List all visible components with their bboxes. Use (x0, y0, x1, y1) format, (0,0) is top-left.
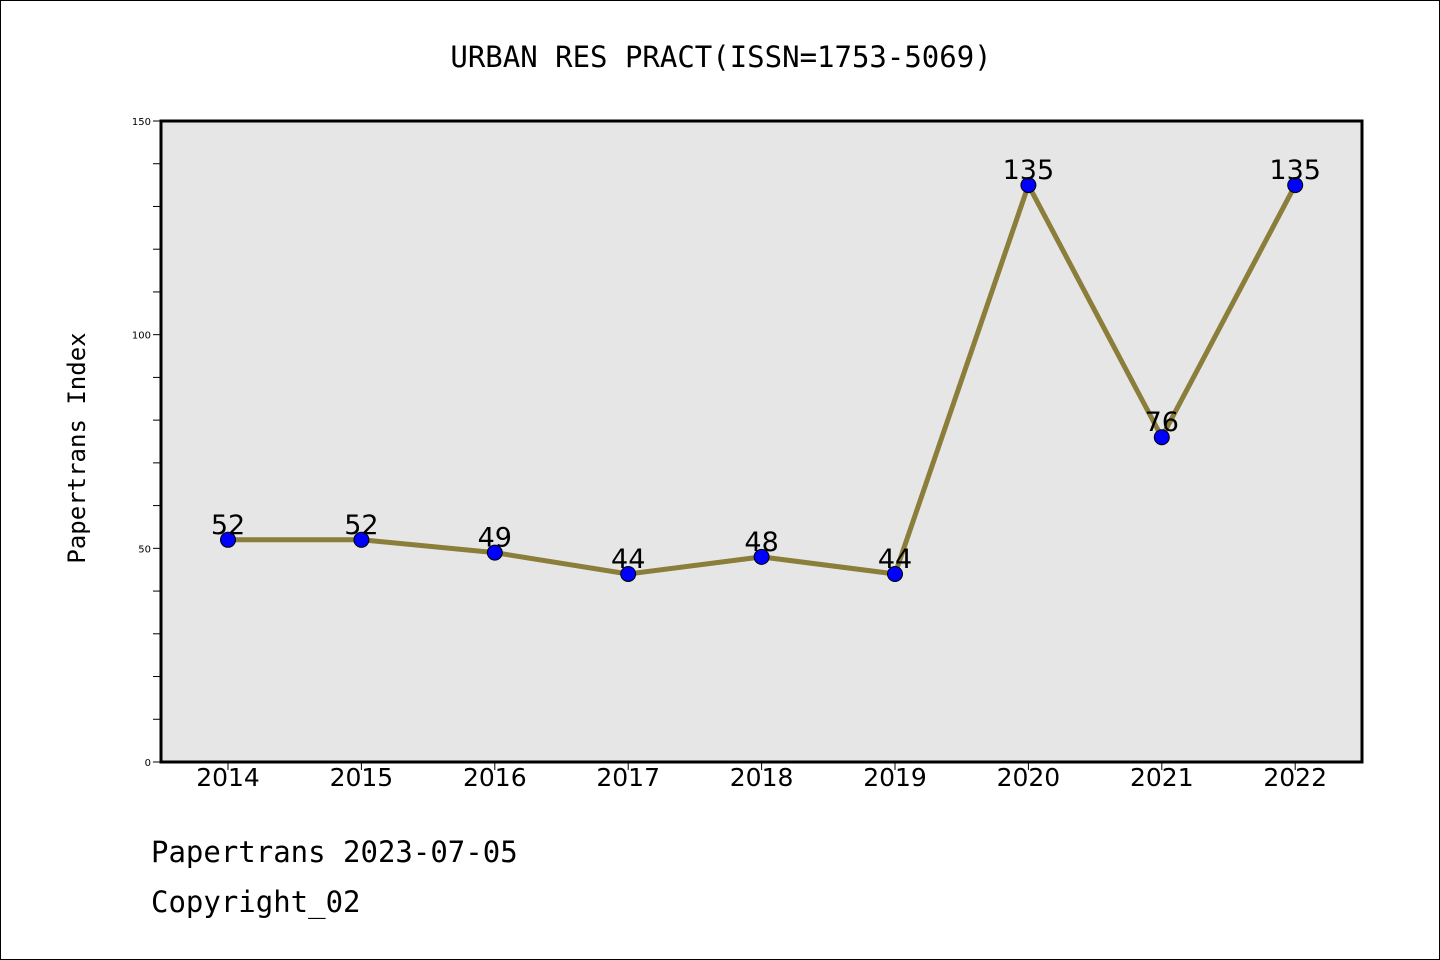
x-tick-label: 2018 (730, 763, 794, 792)
data-point (620, 565, 637, 582)
data-point (1020, 177, 1037, 194)
data-point (1153, 429, 1170, 446)
data-label: 135 (1269, 155, 1321, 186)
data-label: 49 (478, 523, 512, 554)
y-tick-label: 100 (132, 331, 151, 342)
data-label: 44 (611, 544, 645, 575)
y-tick-label: 50 (138, 544, 151, 555)
x-tick-label: 2021 (1130, 763, 1194, 792)
data-point (353, 531, 370, 548)
footer-copyright: Copyright_02 (151, 885, 361, 919)
plot-border (159, 119, 1364, 764)
data-point (486, 544, 503, 561)
plot-area (161, 121, 1362, 762)
data-label: 52 (211, 510, 245, 541)
footer-date: Papertrans 2023-07-05 (151, 835, 518, 869)
data-label: 52 (344, 510, 378, 541)
x-tick-label: 2020 (997, 763, 1061, 792)
x-tick-label: 2017 (596, 763, 660, 792)
x-tick-label: 2016 (463, 763, 527, 792)
data-label: 44 (878, 544, 912, 575)
y-axis: 0 50 100 150 (132, 117, 161, 769)
data-label: 76 (1145, 407, 1179, 438)
data-point (887, 565, 903, 582)
data-label: 48 (744, 527, 778, 558)
data-point (753, 548, 770, 565)
chart-title: URBAN RES PRACT(ISSN=1753-5069) (450, 40, 991, 74)
y-tick-label: 150 (132, 117, 151, 128)
x-tick-label: 2015 (330, 763, 394, 792)
data-point (1287, 177, 1304, 194)
markers-group (220, 177, 1304, 582)
x-tick-label: 2019 (863, 763, 927, 792)
x-tick-label: 2014 (196, 763, 260, 792)
x-axis: 2014 2015 2016 2017 2018 2019 2020 2021 2022 (196, 762, 1327, 792)
data-labels-group: 52 52 49 44 48 44 135 76 135 (211, 155, 1321, 575)
x-tick-label: 2022 (1263, 763, 1327, 792)
data-point (220, 531, 236, 548)
y-tick-label: 0 (145, 758, 151, 769)
data-label: 135 (1003, 155, 1055, 186)
y-axis-label: Papertrans Index (63, 332, 91, 563)
